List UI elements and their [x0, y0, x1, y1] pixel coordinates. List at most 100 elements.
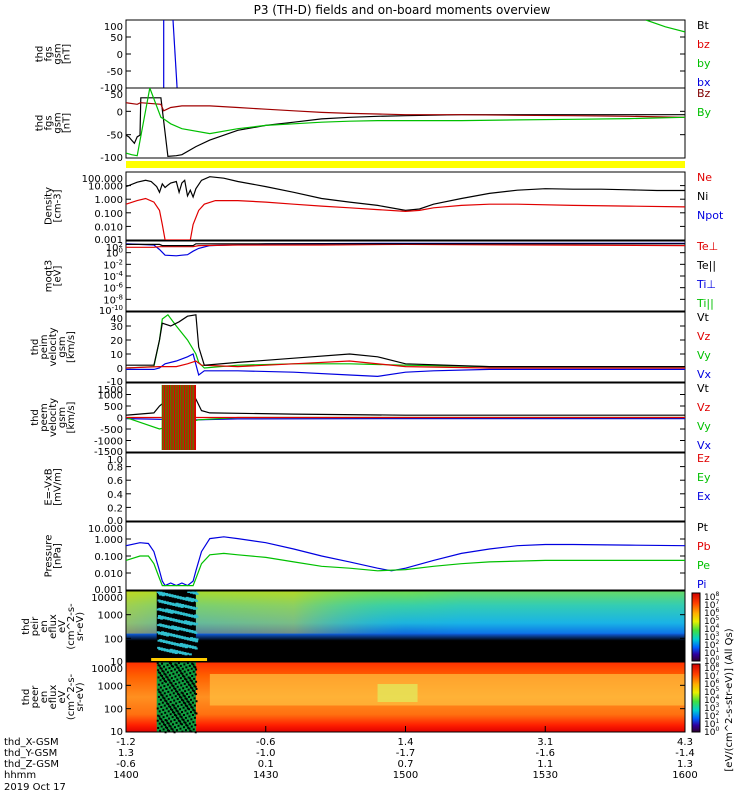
- series-fgs_gsm-bz: [126, 102, 685, 118]
- legend-Pi: Pi: [697, 578, 706, 591]
- legend-Vt: Vt: [697, 382, 710, 395]
- ylabel-line: E=-VxB: [44, 468, 55, 505]
- peir-pixel: [159, 624, 163, 627]
- peer-pixel: [192, 721, 195, 724]
- peir-pixel: [162, 648, 166, 651]
- ytick-label-peir: 1000: [98, 611, 123, 622]
- peir-pixel: [184, 605, 188, 608]
- peer-pixel: [166, 671, 169, 674]
- peer-pixel: [194, 673, 197, 676]
- peir-pixel: [169, 650, 173, 653]
- peer-pixel: [191, 694, 194, 697]
- xtable-value: 1.4: [398, 737, 414, 748]
- peir-pixel: [162, 609, 166, 612]
- ylabel-line: gsm: [53, 112, 64, 133]
- peir-pixel: [160, 617, 164, 620]
- peir-pixel: [161, 608, 165, 611]
- peer-pixel: [164, 673, 167, 676]
- series-ve-vy: [126, 416, 685, 430]
- peir-pixel: [188, 637, 192, 640]
- peer-pixel: [184, 677, 187, 680]
- colorbar2-tick: 100: [704, 726, 719, 738]
- series-fgs_gse-bx2: [172, 20, 178, 88]
- ytick-label-temp: 10-6: [103, 282, 123, 295]
- panel-frame-fgs_gsm: [125, 87, 686, 159]
- peer-pixel: [186, 700, 189, 703]
- peir-pixel: [170, 627, 174, 630]
- peer-pixel: [170, 682, 173, 685]
- legend-Ti||: Ti||: [696, 297, 714, 310]
- peer-pixel: [188, 727, 191, 730]
- peer-pixel: [157, 714, 160, 717]
- peir-pixel: [180, 651, 184, 654]
- peir-pixel: [175, 650, 179, 653]
- ylabel-line: eV: [57, 690, 68, 703]
- ytick-label-peer: 100: [104, 705, 123, 716]
- peir-pixel: [188, 597, 192, 600]
- peer-pixel: [159, 717, 162, 720]
- peer-pixel: [186, 662, 189, 664]
- peer-pixel: [158, 690, 161, 693]
- peir-pixel: [172, 619, 176, 622]
- peir-pixel: [176, 626, 180, 629]
- peer-pixel: [175, 709, 178, 712]
- peir-pixel: [173, 628, 177, 631]
- ylabel-line: Pressure: [44, 535, 55, 578]
- peer-pixel: [182, 726, 185, 729]
- peer-pixel: [159, 667, 162, 670]
- peer-pixel: [173, 668, 176, 671]
- ytick-label-temp: 10-2: [103, 258, 123, 271]
- peir-pixel: [159, 631, 163, 634]
- ytick-label-fgs_gsm: -50: [107, 131, 123, 142]
- peir-pixel: [174, 596, 178, 599]
- peir-pixel: [179, 627, 183, 630]
- peer-pixel: [189, 672, 192, 675]
- peer-pixel: [162, 696, 165, 699]
- colorbar-peer: [691, 663, 701, 733]
- peer-pixel: [186, 693, 189, 696]
- peer-pixel: [166, 729, 169, 732]
- peer-pixel: [179, 664, 182, 667]
- peer-pixel: [192, 708, 195, 711]
- peir-pixel: [168, 642, 172, 645]
- peer-pixel: [192, 663, 195, 666]
- ytick-label-vi: 30: [110, 322, 123, 333]
- peir-pixel: [173, 626, 177, 629]
- peer-pixel: [181, 718, 184, 721]
- peir-pixel: [163, 600, 167, 603]
- peer-pixel: [184, 690, 187, 693]
- ytick-label-density: 0.100: [94, 209, 123, 220]
- colorbar2-tick: 106: [704, 678, 719, 690]
- peer-pixel: [179, 708, 182, 711]
- legend-Pb: Pb: [697, 540, 711, 553]
- peer-pixel: [157, 676, 160, 679]
- peer-pixel: [170, 677, 173, 680]
- peer-pixel: [195, 687, 198, 690]
- ylabel-line: Density: [44, 187, 55, 225]
- series-vi-vx: [126, 353, 685, 378]
- peir-pixel: [175, 620, 179, 623]
- peer-pixel: [164, 668, 167, 671]
- peer-pixel: [171, 708, 174, 711]
- peir-pixel: [178, 603, 182, 606]
- peer-pixel: [194, 711, 197, 714]
- peer-pixel: [168, 686, 171, 689]
- peir-pixel: [163, 633, 167, 636]
- colorbar-tick: 106: [704, 607, 719, 619]
- peer-pixel: [168, 705, 171, 708]
- ylabel-line: sr-eV): [75, 682, 86, 711]
- peer-pixel: [185, 673, 188, 676]
- peir-pixel: [157, 639, 161, 642]
- peer-pixel: [171, 716, 174, 719]
- ytick-label-peir: 10: [110, 657, 123, 668]
- peir-pixel: [164, 610, 168, 613]
- peir-pixel: [184, 628, 188, 631]
- peer-pixel: [170, 708, 173, 711]
- peer-pixel: [186, 724, 189, 727]
- peer-pixel: [187, 700, 190, 703]
- peir-pixel: [165, 626, 169, 629]
- peer-pixel: [158, 664, 161, 667]
- peer-pixel: [183, 675, 186, 678]
- peir-pixel: [186, 622, 190, 625]
- peer-pixel: [188, 677, 191, 680]
